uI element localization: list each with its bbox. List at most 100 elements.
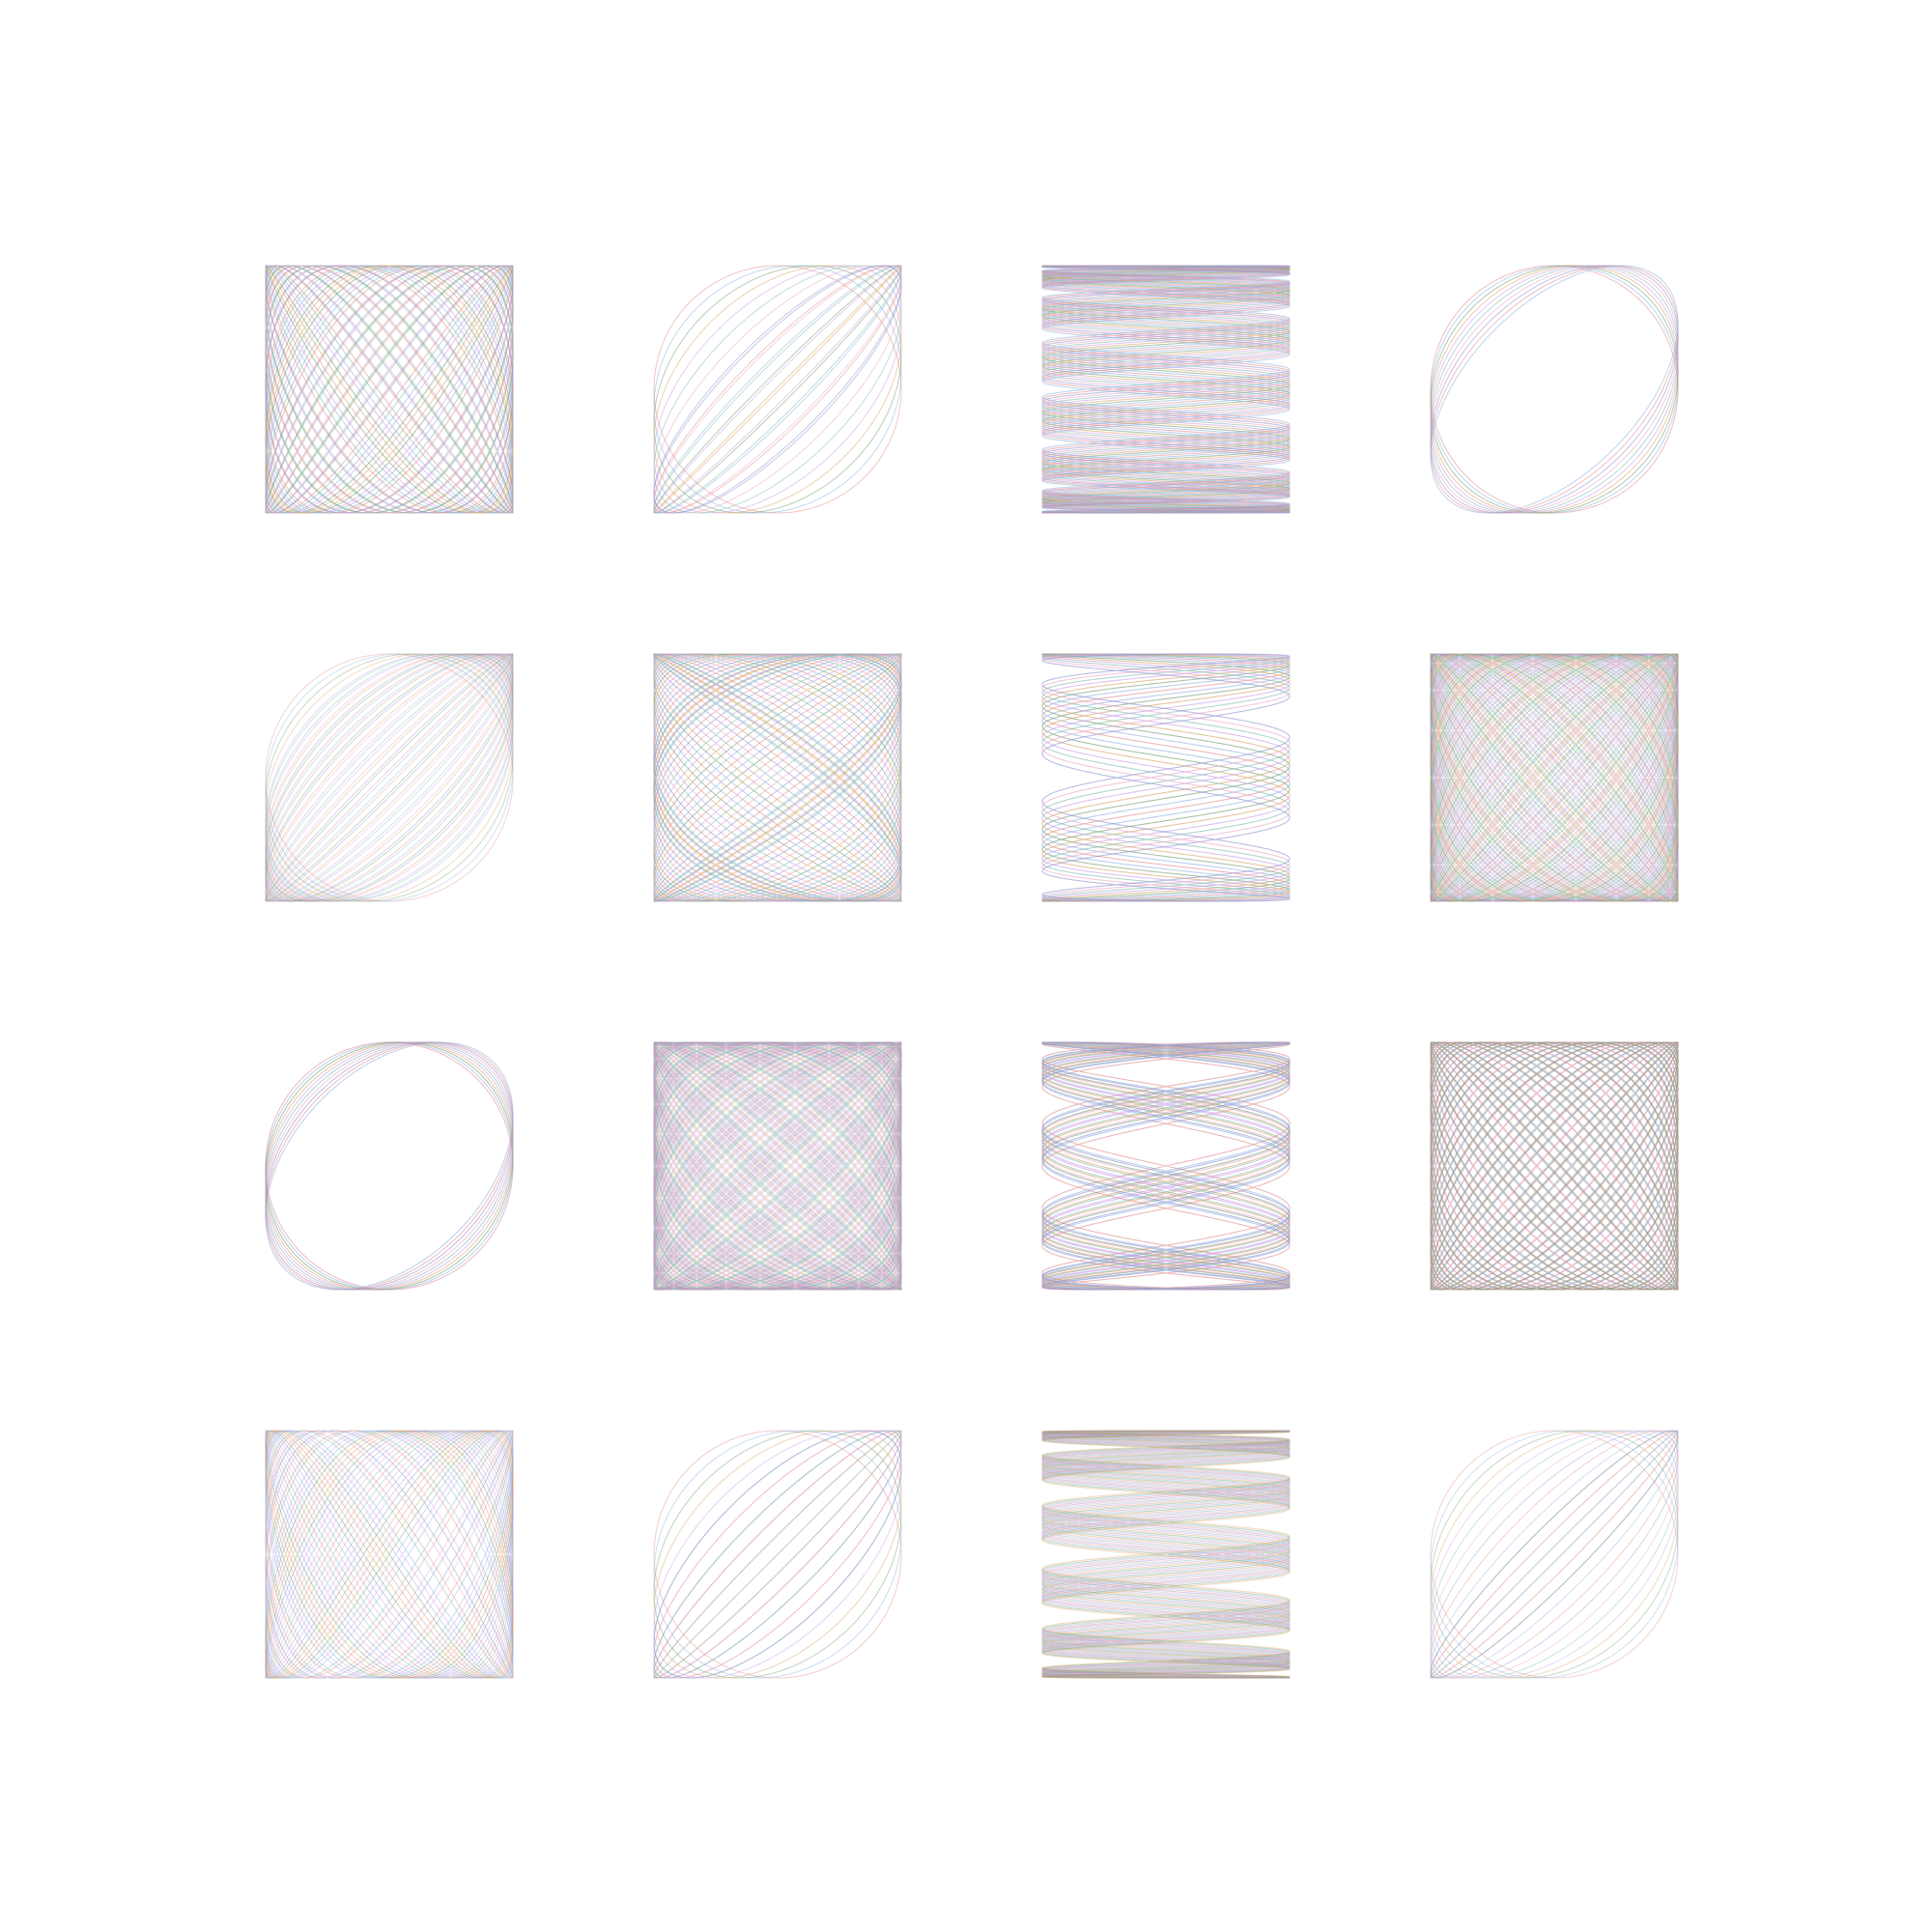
lissajous-curve — [1431, 266, 1678, 513]
lissajous-curve — [1431, 266, 1678, 513]
lissajous-curve — [1431, 1431, 1678, 1678]
lissajous-curve — [266, 654, 513, 901]
lissajous-tile — [264, 1040, 515, 1292]
lissajous-curve — [654, 266, 901, 513]
lissajous-curve — [266, 654, 513, 901]
lissajous-curve — [654, 266, 901, 513]
lissajous-figure — [264, 1429, 515, 1680]
lissajous-tile — [652, 652, 903, 903]
lissajous-figure — [652, 264, 903, 515]
lissajous-curve — [654, 266, 901, 513]
lissajous-figure — [1040, 652, 1292, 903]
lissajous-curve — [266, 654, 513, 901]
lissajous-curve — [654, 266, 901, 513]
lissajous-curve — [266, 654, 513, 901]
lissajous-curve — [266, 654, 513, 901]
lissajous-curve — [1431, 1431, 1678, 1678]
lissajous-tile — [264, 652, 515, 903]
lissajous-curve — [1431, 266, 1678, 513]
lissajous-curve — [266, 1042, 513, 1290]
lissajous-tile — [652, 1040, 903, 1292]
lissajous-curve — [266, 654, 513, 901]
lissajous-curve — [654, 1431, 901, 1678]
lissajous-curve — [1431, 1431, 1678, 1678]
lissajous-curve — [654, 266, 901, 513]
lissajous-tile — [1429, 264, 1680, 515]
lissajous-curve — [266, 654, 513, 901]
lissajous-curve — [266, 654, 513, 901]
lissajous-figure — [1429, 264, 1680, 515]
lissajous-curve — [266, 654, 513, 901]
lissajous-curve — [266, 1042, 513, 1290]
lissajous-figure — [1429, 652, 1680, 903]
lissajous-curve — [654, 266, 901, 513]
lissajous-curve — [266, 654, 513, 901]
lissajous-figure — [264, 652, 515, 903]
lissajous-curve — [654, 654, 901, 901]
lissajous-curve — [266, 1042, 513, 1290]
lissajous-tile — [1040, 652, 1292, 903]
lissajous-curve — [1431, 1431, 1678, 1678]
lissajous-curve — [266, 654, 513, 901]
lissajous-curve — [266, 1042, 513, 1290]
lissajous-figure — [1040, 1040, 1292, 1292]
lissajous-curve — [654, 654, 901, 901]
lissajous-curve — [654, 266, 901, 513]
lissajous-curve — [1042, 654, 1290, 901]
lissajous-curve — [1431, 266, 1678, 513]
lissajous-figure — [652, 652, 903, 903]
lissajous-curve — [654, 266, 901, 513]
lissajous-curve — [1431, 266, 1678, 513]
lissajous-curve — [1431, 266, 1678, 513]
lissajous-tile — [1429, 1429, 1680, 1680]
lissajous-tile — [1040, 1429, 1292, 1680]
lissajous-curve — [266, 654, 513, 901]
lissajous-curve — [654, 654, 901, 901]
lissajous-curve — [654, 654, 901, 901]
lissajous-curve — [266, 654, 513, 901]
lissajous-curve — [654, 266, 901, 513]
lissajous-curve — [654, 654, 901, 901]
lissajous-curve — [654, 654, 901, 901]
lissajous-tile — [1040, 1040, 1292, 1292]
lissajous-curve — [266, 1042, 513, 1290]
lissajous-curve — [654, 266, 901, 513]
lissajous-curve — [1431, 1431, 1678, 1678]
lissajous-curve — [1431, 1431, 1678, 1678]
lissajous-curve — [1431, 1431, 1678, 1678]
lissajous-curve — [1431, 1431, 1678, 1678]
lissajous-curve — [266, 654, 513, 901]
lissajous-curve — [266, 1042, 513, 1290]
lissajous-curve — [266, 654, 513, 901]
lissajous-curve — [654, 266, 901, 513]
lissajous-curve — [266, 654, 513, 901]
lissajous-curve — [266, 1042, 513, 1290]
lissajous-curve — [266, 654, 513, 901]
lissajous-curve — [266, 654, 513, 901]
lissajous-figure — [1429, 1040, 1680, 1292]
lissajous-curve — [1431, 1431, 1678, 1678]
lissajous-curve — [266, 654, 513, 901]
lissajous-figure — [264, 264, 515, 515]
lissajous-curve — [266, 1042, 513, 1290]
lissajous-figure — [1040, 264, 1292, 515]
lissajous-curve — [1431, 1431, 1678, 1678]
lissajous-curve — [1431, 266, 1678, 513]
lissajous-curve — [654, 654, 901, 901]
lissajous-tile — [652, 264, 903, 515]
lissajous-curve — [1431, 266, 1678, 513]
lissajous-tile — [1040, 264, 1292, 515]
lissajous-figure — [264, 1040, 515, 1292]
lissajous-curve — [654, 654, 901, 901]
lissajous-curve — [1431, 1431, 1678, 1678]
lissajous-curve — [266, 654, 513, 901]
lissajous-curve — [654, 266, 901, 513]
lissajous-figure — [1040, 1429, 1292, 1680]
lissajous-tile — [264, 1429, 515, 1680]
lissajous-curve — [654, 654, 901, 901]
lissajous-tile — [1429, 1040, 1680, 1292]
lissajous-curve — [266, 654, 513, 901]
lissajous-curve — [1431, 1431, 1678, 1678]
lissajous-curve — [266, 1042, 513, 1290]
